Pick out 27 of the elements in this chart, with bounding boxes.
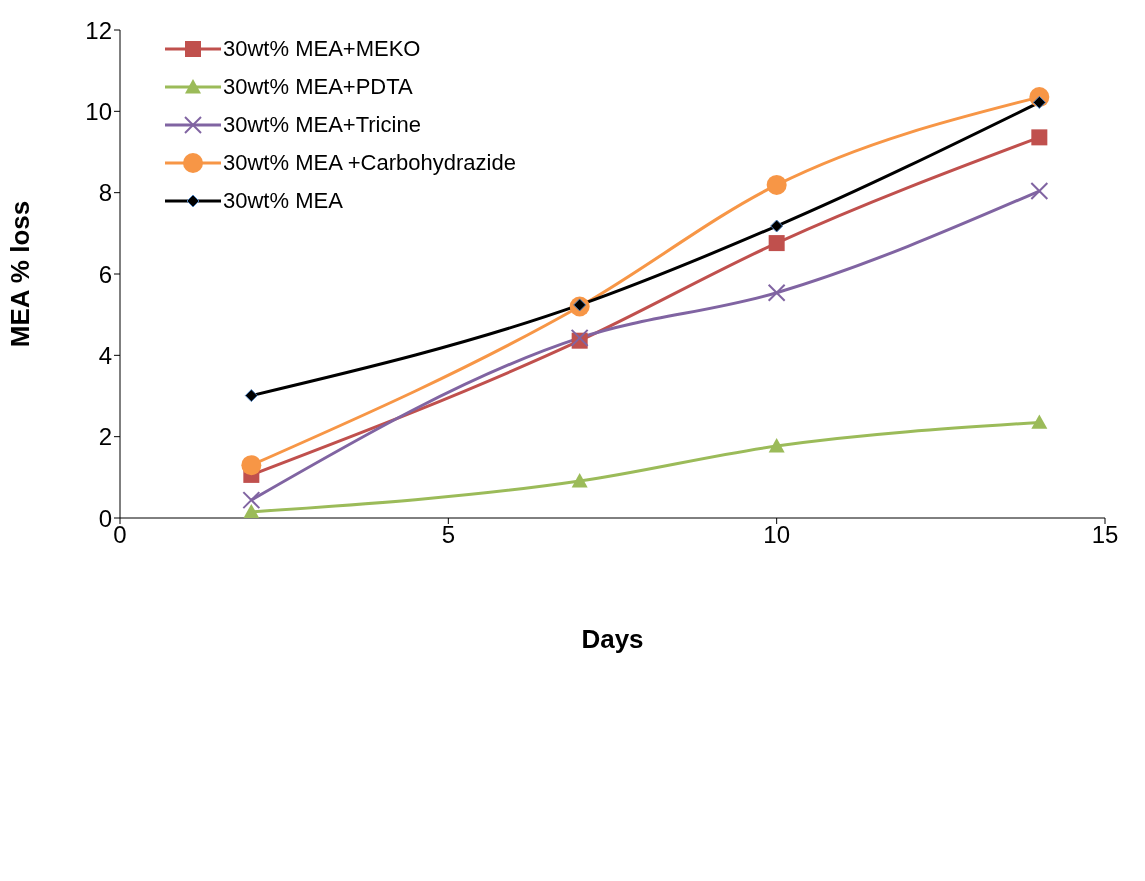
point <box>243 503 260 518</box>
y-tick-label: 10 <box>85 97 112 125</box>
y-tick-label: 6 <box>98 260 112 288</box>
y-axis-title: MEA % loss <box>5 200 36 348</box>
y-tick-label: 2 <box>98 423 112 451</box>
point <box>1031 129 1048 146</box>
y-tick-label: 0 <box>98 504 112 532</box>
point <box>571 472 588 488</box>
point <box>770 219 784 233</box>
point <box>766 174 787 195</box>
legend-label: 30wt% MEA +Carbohydrazide <box>223 150 516 176</box>
legend-label: 30wt% MEA <box>223 188 343 214</box>
legend-label: 30wt% MEA+Tricine <box>223 112 421 138</box>
y-tick-label: 8 <box>98 179 112 207</box>
point <box>241 455 262 476</box>
point <box>1031 414 1048 429</box>
point <box>768 438 785 453</box>
x-axis-title: Days <box>581 624 644 654</box>
y-tick-label: 12 <box>85 16 112 44</box>
legend-label: 30wt% MEA+PDTA <box>223 74 413 100</box>
legend-label: 30wt% MEA+MEKO <box>223 36 421 62</box>
x-tick-label: 15 <box>1091 521 1119 549</box>
y-tick-label: 4 <box>98 341 112 369</box>
point <box>768 235 785 252</box>
x-tick-label: 5 <box>441 521 456 549</box>
point <box>244 389 258 403</box>
x-tick-label: 10 <box>763 521 791 549</box>
